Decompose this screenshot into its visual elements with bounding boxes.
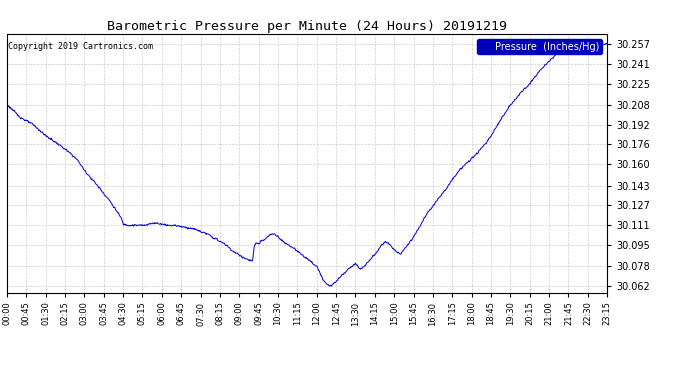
Text: Copyright 2019 Cartronics.com: Copyright 2019 Cartronics.com bbox=[8, 42, 153, 51]
Title: Barometric Pressure per Minute (24 Hours) 20191219: Barometric Pressure per Minute (24 Hours… bbox=[107, 20, 507, 33]
Legend: Pressure  (Inches/Hg): Pressure (Inches/Hg) bbox=[477, 39, 602, 54]
